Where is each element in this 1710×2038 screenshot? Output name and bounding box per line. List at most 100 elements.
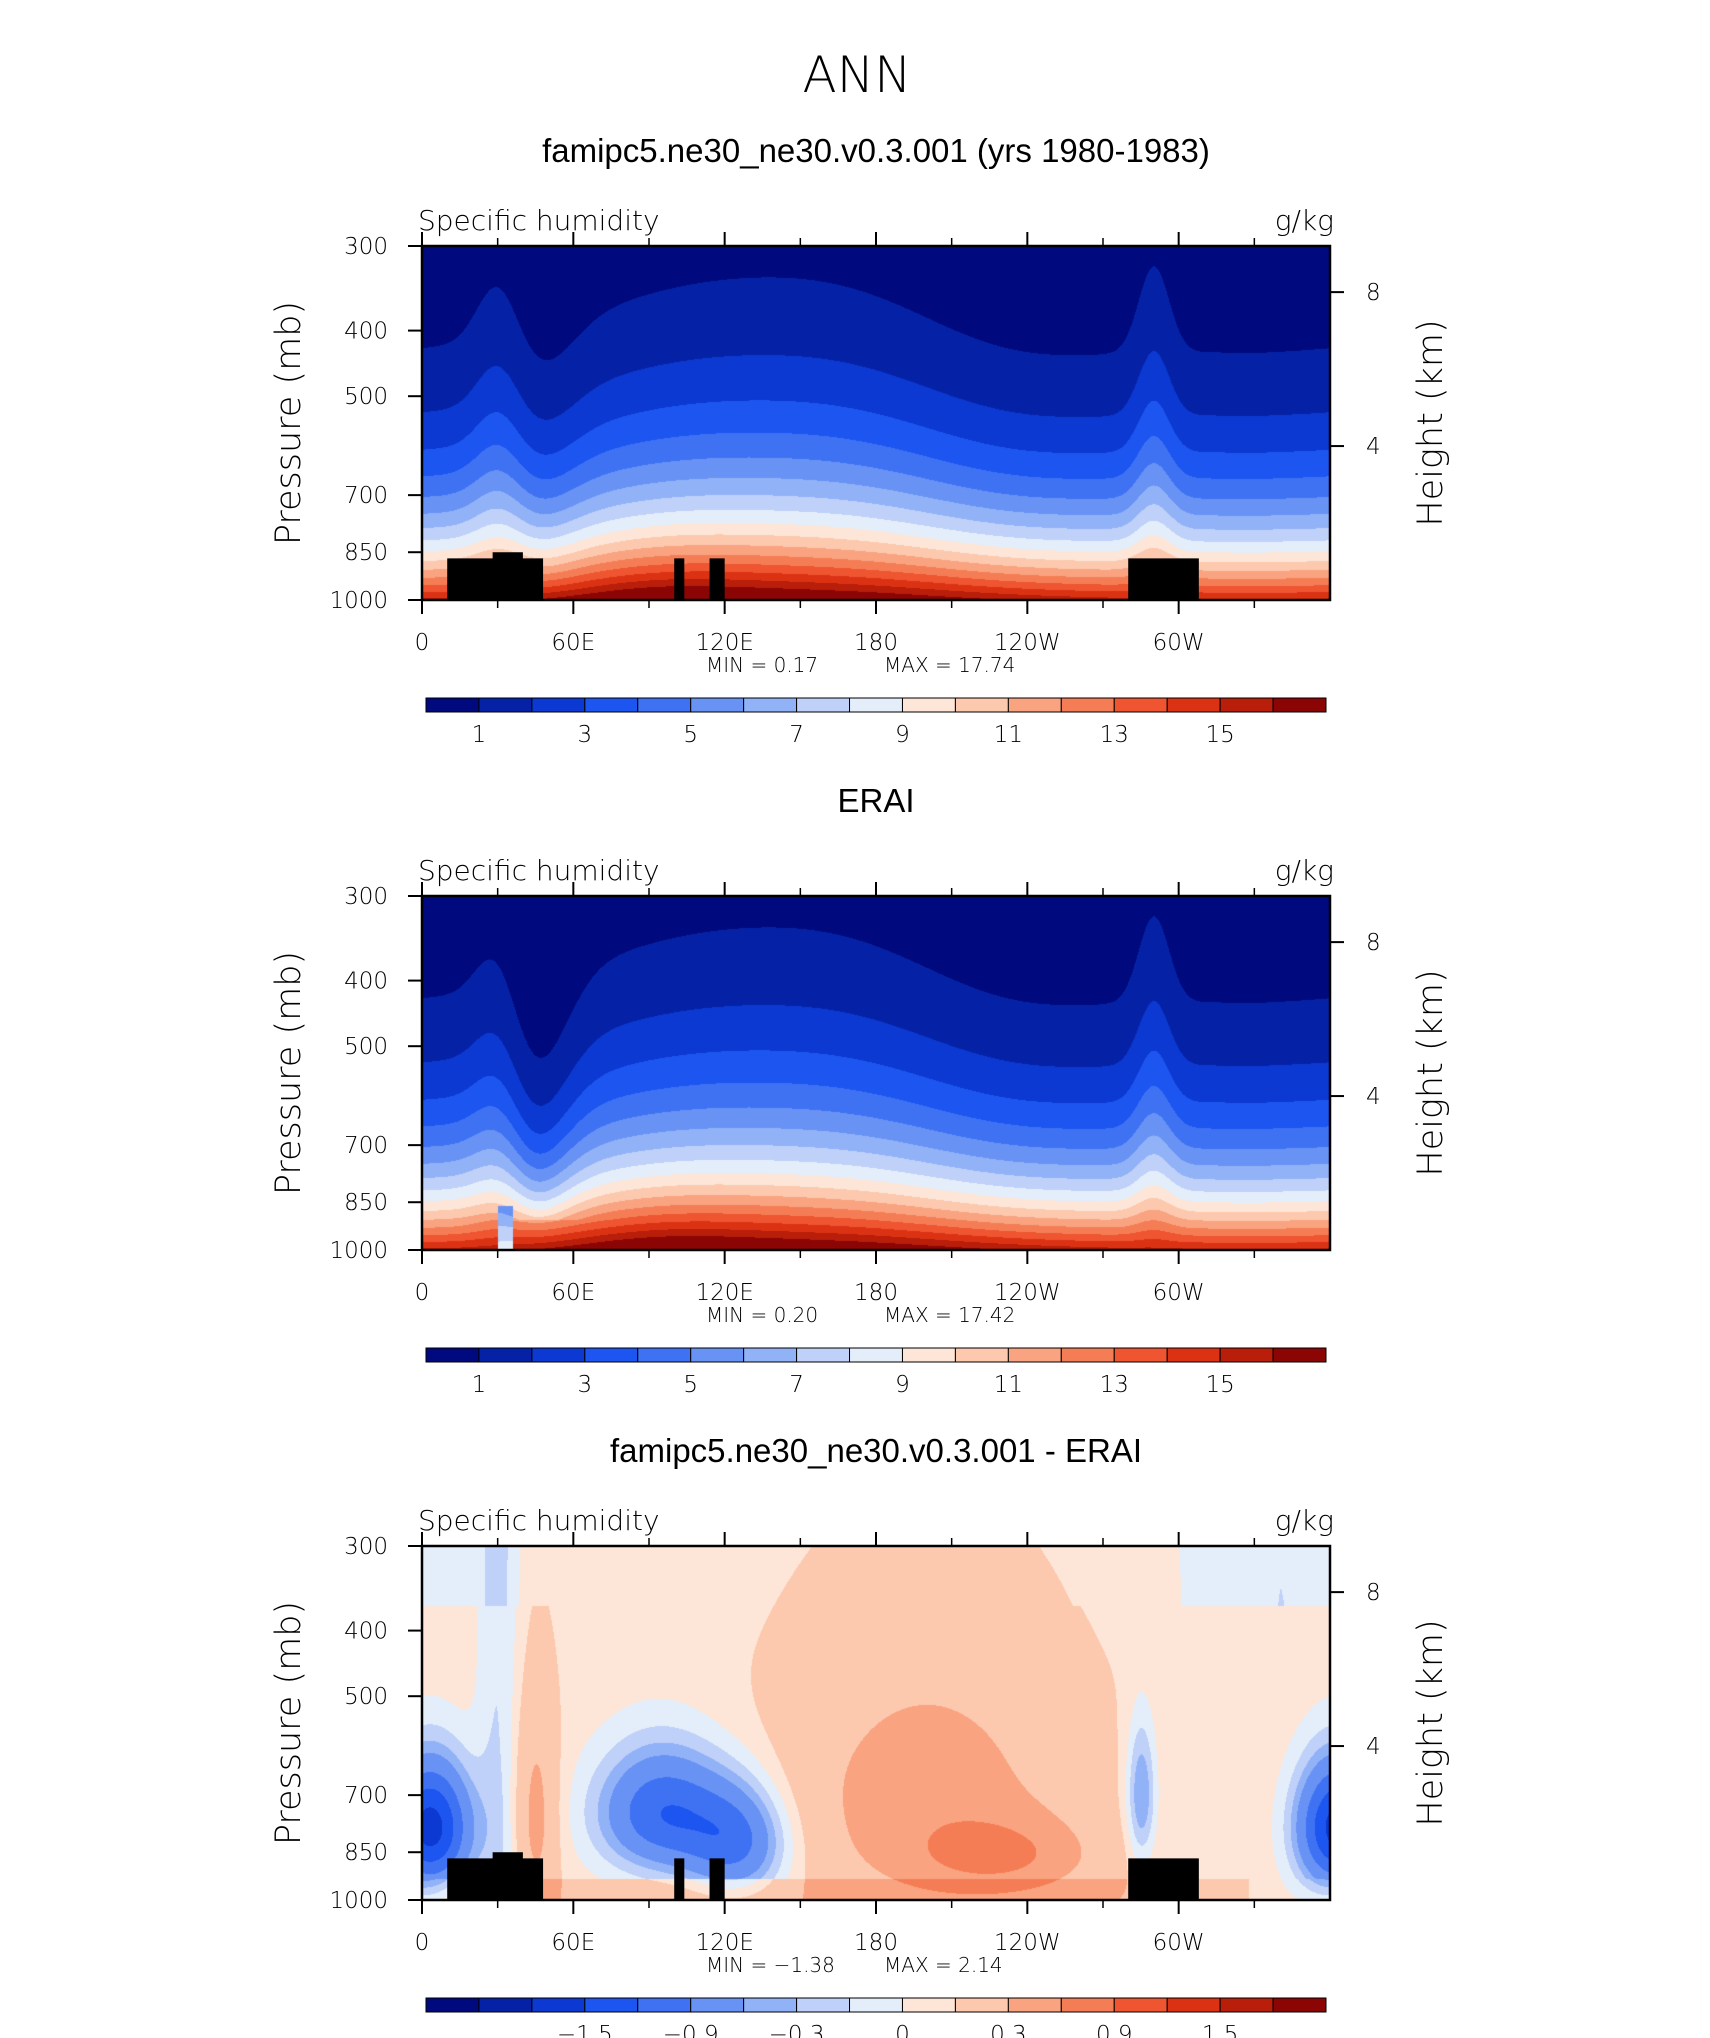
colorbar-swatch [478, 697, 533, 713]
terrain-mask [447, 552, 544, 600]
colorbar-swatch [637, 1347, 692, 1363]
panel-difference: famipc5.ne30_ne30.v0.3.001 - ERAI Specifi… [269, 1432, 1451, 2038]
y-tick-label: 700 [344, 1133, 388, 1159]
min-value-text: MIN = −1.38 [706, 1953, 835, 1977]
colorbar-swatch [1272, 1997, 1327, 2013]
colorbar-swatch [478, 1997, 533, 2013]
colorbar-swatch [531, 1347, 586, 1363]
colorbar-swatch [743, 1347, 798, 1363]
colorbar-swatch [584, 1997, 639, 2013]
colorbar-swatch [901, 1347, 956, 1363]
height-tick-label: 4 [1366, 434, 1381, 460]
y-tick-label: 850 [344, 1840, 388, 1866]
x-tick-label: 60E [551, 1280, 595, 1306]
colorbar-swatch [478, 1347, 533, 1363]
colorbar-label: −1.5 [557, 2022, 613, 2038]
colorbar-label: 13 [1100, 722, 1129, 748]
x-tick-label: 0 [415, 630, 430, 656]
x-tick-label: 180 [854, 1280, 898, 1306]
colorbar-label: −0.3 [769, 2022, 825, 2038]
colorbar-swatch [584, 1347, 639, 1363]
colorbar-swatch [690, 1997, 745, 2013]
colorbar-label: 11 [994, 722, 1023, 748]
colorbar-swatch [531, 697, 586, 713]
y-tick-label: 300 [344, 234, 388, 260]
y-axis-right-title: Height (km) [1411, 319, 1451, 526]
colorbar-swatch [743, 697, 798, 713]
colorbar-swatch [954, 697, 1009, 713]
colorbar-label: 1 [472, 1372, 487, 1398]
colorbar-swatch [796, 1997, 851, 2013]
y-tick-label: 500 [344, 384, 388, 410]
colorbar-swatch [1113, 1997, 1168, 2013]
colorbar-swatch [796, 697, 851, 713]
y-tick-label: 400 [344, 969, 388, 995]
colorbar-swatch [1166, 1347, 1221, 1363]
x-tick-label: 60W [1153, 1280, 1205, 1306]
min-value-text: MIN = 0.17 [706, 653, 818, 677]
colorbar-label: 9 [895, 722, 910, 748]
colorbar-label: 11 [994, 1372, 1023, 1398]
colorbar-swatch [1007, 1347, 1062, 1363]
height-tick-label: 4 [1366, 1084, 1381, 1110]
colorbar-label: 5 [683, 722, 698, 748]
height-tick-label: 8 [1366, 930, 1381, 956]
x-tick-label: 120E [695, 630, 753, 656]
y-axis-title: Pressure (mb) [269, 301, 309, 545]
colorbar-swatch [1060, 697, 1115, 713]
x-tick-label: 120W [994, 1930, 1061, 1956]
x-tick-label: 120E [695, 1280, 753, 1306]
colorbar-swatch [425, 1347, 480, 1363]
colorbar-swatch [637, 697, 692, 713]
colorbar-swatch [901, 1997, 956, 2013]
height-tick-label: 8 [1366, 1580, 1381, 1606]
y-tick-label: 1000 [329, 1238, 388, 1264]
colorbar-swatch [1272, 697, 1327, 713]
terrain-mask [709, 1858, 725, 1900]
x-tick-label: 180 [854, 630, 898, 656]
y-tick-label: 400 [344, 1619, 388, 1645]
figure-title: ANN [802, 46, 911, 104]
variable-label: Specific humidity [418, 204, 660, 237]
terrain-mask [1128, 558, 1199, 600]
height-tick-label: 8 [1366, 280, 1381, 306]
panel-title: ERAI [837, 782, 914, 819]
colorbar-label: 5 [683, 1372, 698, 1398]
colorbar-swatch [1219, 697, 1274, 713]
colorbar-swatch [849, 1997, 903, 2013]
y-tick-label: 300 [344, 884, 388, 910]
x-tick-label: 60E [551, 630, 595, 656]
x-tick-label: 60W [1153, 630, 1205, 656]
contour-field [422, 896, 1330, 1250]
terrain-mask [1128, 1858, 1199, 1900]
colorbar-swatch [690, 697, 745, 713]
variable-label: Specific humidity [418, 854, 660, 887]
panel-title: famipc5.ne30_ne30.v0.3.001 - ERAI [610, 1432, 1142, 1469]
terrain-mask [674, 1858, 685, 1900]
colorbar-swatch [584, 697, 639, 713]
max-value-text: MAX = 2.14 [884, 1953, 1003, 1977]
colorbar-swatch [796, 1347, 851, 1363]
colorbar-label: 1 [472, 722, 487, 748]
colorbar-swatch [1219, 1997, 1274, 2013]
units-label: g/kg [1275, 854, 1334, 887]
colorbar-swatch [901, 697, 956, 713]
x-tick-label: 180 [854, 1930, 898, 1956]
terrain-mask [674, 558, 685, 600]
colorbar-swatch [1166, 1997, 1221, 2013]
units-label: g/kg [1275, 1504, 1334, 1537]
panel-model: famipc5.ne30_ne30.v0.3.001 (yrs 1980-198… [269, 132, 1451, 748]
y-tick-label: 400 [344, 319, 388, 345]
variable-label: Specific humidity [418, 1504, 660, 1537]
contour-field [422, 246, 1330, 600]
colorbar-label: 9 [895, 1372, 910, 1398]
colorbar-swatch [690, 1347, 745, 1363]
colorbar-label: 15 [1205, 1372, 1234, 1398]
terrain-mask [709, 558, 725, 600]
colorbar-swatch [1219, 1347, 1274, 1363]
colorbar-swatch [1113, 697, 1168, 713]
y-tick-label: 850 [344, 1190, 388, 1216]
y-axis-right-title: Height (km) [1411, 1619, 1451, 1826]
units-label: g/kg [1275, 204, 1334, 237]
